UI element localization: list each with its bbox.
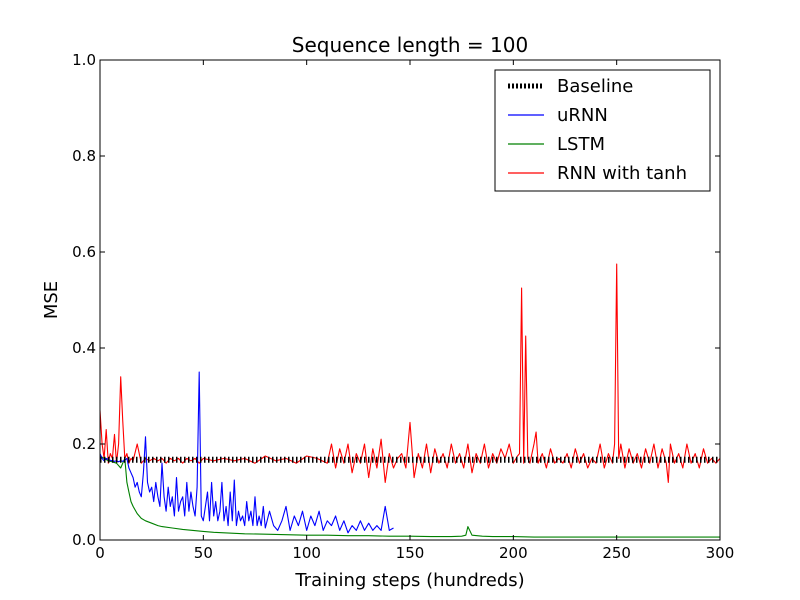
x-tick-label: 250 [602, 544, 631, 562]
y-tick-label: 0.2 [72, 435, 96, 453]
legend-label-lstm: LSTM [557, 134, 605, 155]
y-tick-label: 1.0 [72, 51, 96, 69]
legend-label-urnn: uRNN [557, 105, 608, 126]
y-tick-label: 0.0 [72, 531, 96, 549]
y-tick-label: 0.4 [72, 339, 96, 357]
y-axis-title: MSE [41, 281, 62, 319]
legend-label-rnn-tanh: RNN with tanh [557, 163, 687, 184]
x-axis-title: Training steps (hundreds) [294, 570, 524, 591]
legend-label-baseline: Baseline [557, 76, 633, 97]
y-tick-label: 0.8 [72, 147, 96, 165]
plot-lines [99, 263, 721, 538]
legend: Baseline uRNN LSTM RNN with tanh [494, 69, 711, 192]
series-line-urnn [99, 371, 394, 534]
y-axis-ticks: 0.0 0.2 0.4 0.6 0.8 1.0 [72, 51, 720, 549]
x-axis-ticks: 0 50 100 150 200 250 300 [95, 60, 734, 562]
y-tick-label: 0.6 [72, 243, 96, 261]
x-tick-label: 50 [194, 544, 213, 562]
chart-title: Sequence length = 100 [292, 33, 528, 57]
legend-frame [494, 69, 711, 192]
x-tick-label: 0 [95, 544, 105, 562]
x-tick-label: 200 [499, 544, 528, 562]
x-tick-label: 300 [706, 544, 735, 562]
series-line-lstm [99, 455, 720, 538]
x-tick-label: 100 [292, 544, 321, 562]
x-tick-label: 150 [396, 544, 425, 562]
